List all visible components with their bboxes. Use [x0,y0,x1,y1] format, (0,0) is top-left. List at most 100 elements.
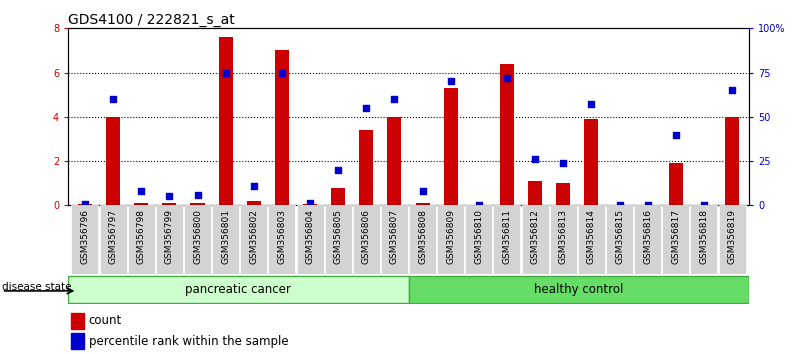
Point [501,75,513,81]
Text: GSM356803: GSM356803 [277,209,287,264]
Point [332,167,344,173]
Point [191,192,204,198]
Point [107,96,119,102]
Text: healthy control: healthy control [534,283,623,296]
Bar [500,64,514,205]
Text: GSM356813: GSM356813 [559,209,568,264]
Text: GSM356797: GSM356797 [109,209,118,264]
Text: disease state: disease state [2,282,71,292]
Point [417,188,429,194]
Bar [71,313,84,329]
Bar [78,204,92,205]
FancyBboxPatch shape [324,205,352,274]
FancyBboxPatch shape [690,205,718,274]
FancyBboxPatch shape [465,205,493,274]
Point [726,87,739,93]
FancyBboxPatch shape [156,205,183,274]
Bar [725,117,739,205]
Text: GDS4100 / 222821_s_at: GDS4100 / 222821_s_at [68,13,235,27]
FancyBboxPatch shape [662,205,690,274]
FancyBboxPatch shape [184,205,211,274]
Point [445,79,457,84]
Text: GSM356818: GSM356818 [699,209,708,264]
Bar [275,51,289,205]
FancyBboxPatch shape [212,205,239,274]
Text: GSM356809: GSM356809 [446,209,455,264]
Bar [163,203,176,205]
FancyBboxPatch shape [71,205,99,274]
FancyBboxPatch shape [409,205,436,274]
Text: GSM356805: GSM356805 [334,209,343,264]
Point [613,202,626,208]
FancyBboxPatch shape [352,205,380,274]
Text: GSM356801: GSM356801 [221,209,230,264]
Point [388,96,400,102]
Text: GSM356810: GSM356810 [474,209,483,264]
Bar [191,203,204,205]
Point [698,202,710,208]
Point [219,70,232,75]
Text: GSM356796: GSM356796 [80,209,90,264]
Text: GSM356812: GSM356812 [530,209,540,264]
Text: GSM356806: GSM356806 [362,209,371,264]
Text: GSM356804: GSM356804 [305,209,315,264]
Point [642,202,654,208]
Point [360,105,372,111]
Point [248,183,260,189]
FancyBboxPatch shape [409,276,749,303]
Text: GSM356814: GSM356814 [587,209,596,264]
Text: GSM356808: GSM356808 [418,209,427,264]
Text: count: count [89,314,122,327]
Text: GSM356799: GSM356799 [165,209,174,264]
Bar [106,117,120,205]
Text: GSM356802: GSM356802 [249,209,258,264]
Point [135,188,147,194]
FancyBboxPatch shape [718,205,746,274]
FancyBboxPatch shape [493,205,521,274]
Text: percentile rank within the sample: percentile rank within the sample [89,335,288,348]
Bar [528,181,542,205]
Text: GSM356815: GSM356815 [615,209,624,264]
FancyBboxPatch shape [381,205,408,274]
FancyBboxPatch shape [240,205,268,274]
Bar [444,88,457,205]
Bar [669,163,682,205]
Text: GSM356819: GSM356819 [727,209,737,264]
FancyBboxPatch shape [68,276,409,303]
Text: GSM356798: GSM356798 [137,209,146,264]
FancyBboxPatch shape [127,205,155,274]
Text: pancreatic cancer: pancreatic cancer [185,283,292,296]
Point [276,70,288,75]
FancyBboxPatch shape [549,205,577,274]
Point [78,201,91,206]
Bar [303,204,317,205]
Text: GSM356807: GSM356807 [390,209,399,264]
FancyBboxPatch shape [296,205,324,274]
FancyBboxPatch shape [99,205,127,274]
Bar [135,203,148,205]
FancyBboxPatch shape [634,205,661,274]
Text: GSM356800: GSM356800 [193,209,202,264]
Bar [331,188,345,205]
Text: GSM356811: GSM356811 [502,209,512,264]
Point [304,200,316,205]
Bar [219,37,232,205]
Bar [247,201,261,205]
Bar [556,183,570,205]
Point [557,160,570,166]
Text: GSM356817: GSM356817 [671,209,680,264]
FancyBboxPatch shape [521,205,549,274]
Point [529,156,541,162]
Bar [360,130,373,205]
Bar [388,117,401,205]
FancyBboxPatch shape [437,205,465,274]
Text: GSM356816: GSM356816 [643,209,652,264]
Bar [416,203,429,205]
Bar [585,119,598,205]
Point [670,132,682,137]
Point [163,194,175,199]
Point [473,202,485,208]
Bar [71,333,84,349]
FancyBboxPatch shape [268,205,296,274]
FancyBboxPatch shape [578,205,605,274]
